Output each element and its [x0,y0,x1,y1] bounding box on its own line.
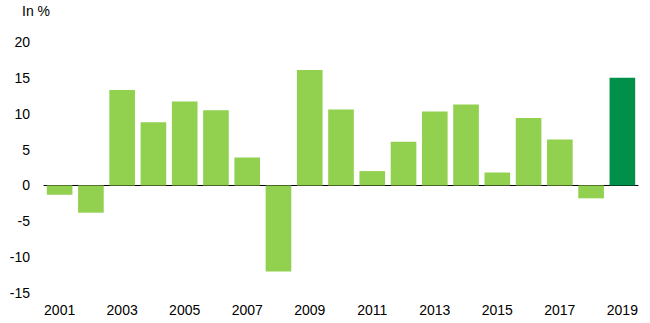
svg-text:2017: 2017 [544,302,575,318]
svg-text:2015: 2015 [482,302,513,318]
svg-text:5: 5 [22,142,30,158]
svg-text:20: 20 [14,34,30,50]
svg-text:15: 15 [14,70,30,86]
svg-text:2011: 2011 [357,302,387,318]
svg-text:2001: 2001 [44,302,75,318]
svg-text:0: 0 [22,177,30,193]
svg-text:In %: In % [22,3,50,19]
svg-text:-10: -10 [10,249,30,265]
svg-text:2007: 2007 [232,302,263,318]
svg-text:2013: 2013 [419,302,450,318]
svg-text:2005: 2005 [169,302,200,318]
svg-text:10: 10 [14,106,30,122]
svg-text:2009: 2009 [294,302,325,318]
svg-text:2019: 2019 [607,302,638,318]
svg-text:2003: 2003 [107,302,138,318]
svg-text:-15: -15 [10,285,30,301]
svg-text:-5: -5 [18,213,31,229]
